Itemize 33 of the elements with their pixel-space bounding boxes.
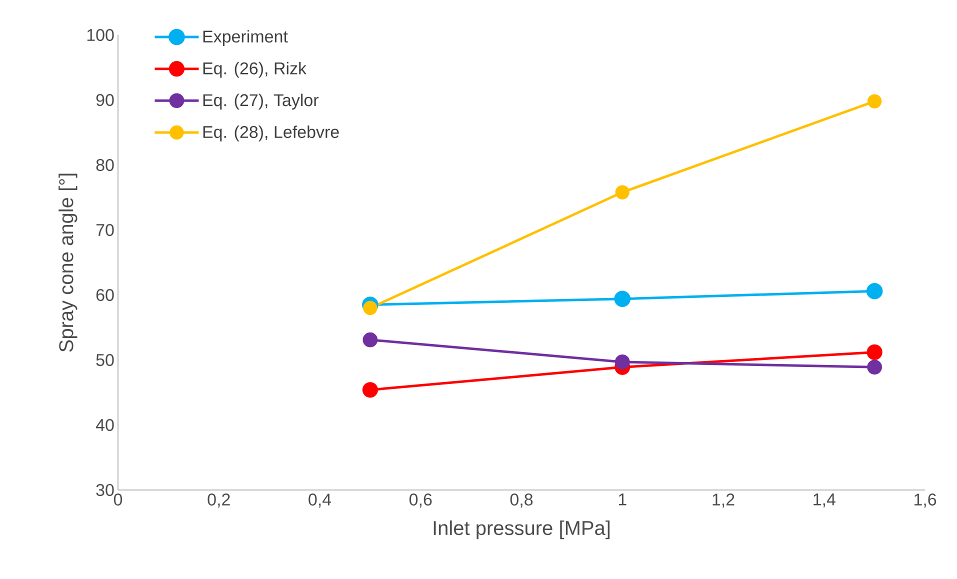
x-tick-label: 0,4: [308, 494, 332, 508]
x-tick-label: 1,4: [814, 494, 836, 508]
y-axis-title: Spray cone angle [°]: [58, 174, 78, 352]
legend-label: Experiment: [203, 30, 288, 46]
x-tick-label: 0: [114, 494, 122, 506]
y-tick-label: 100: [87, 28, 114, 42]
point: [866, 282, 883, 300]
x-tick-label: 0,6: [409, 494, 432, 508]
legend-label: Eq. (26), Rizk: [203, 62, 307, 78]
y-tick-label: 80: [96, 158, 114, 172]
point: [866, 344, 882, 360]
point: [614, 290, 631, 308]
x-axis-title: Inlet pressure [MPa]: [434, 520, 610, 540]
point: [363, 300, 378, 316]
point: [615, 185, 630, 200]
point: [867, 360, 882, 375]
point: [867, 94, 882, 108]
y-tick-label: 40: [96, 418, 114, 432]
y-tick-label: 90: [96, 94, 114, 106]
y-tick-label: 50: [96, 354, 114, 366]
x-tick-label: 0,8: [510, 494, 533, 508]
legend-label: Eq. (28), Lefebvre: [203, 126, 339, 142]
x-tick-label: 1,6: [914, 494, 936, 508]
point: [362, 382, 378, 398]
y-tick-label: 60: [96, 288, 114, 302]
legend-label: Eq. (27), Taylor: [203, 94, 319, 110]
x-tick-label: 1,2: [712, 494, 734, 508]
x-tick-label: 1: [618, 494, 626, 506]
y-tick-label: 70: [96, 224, 114, 236]
point: [362, 332, 378, 348]
x-tick-label: 0,2: [208, 494, 230, 508]
y-tick-label: 30: [96, 484, 114, 496]
point: [614, 354, 630, 370]
